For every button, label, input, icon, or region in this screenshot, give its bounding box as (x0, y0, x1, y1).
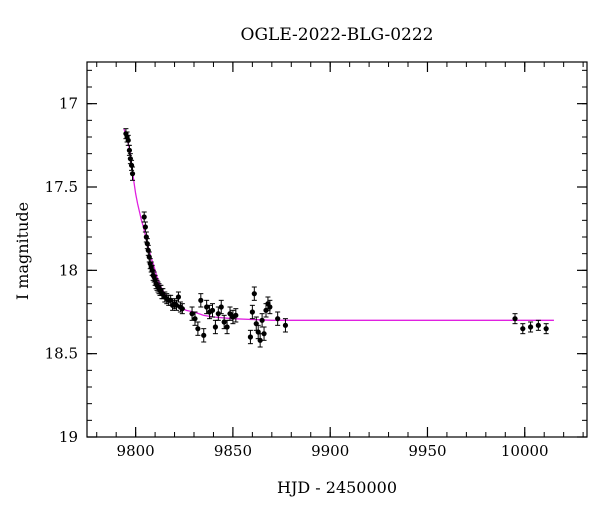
data-point (247, 329, 254, 345)
data-points-layer (123, 128, 549, 348)
data-point (543, 323, 549, 335)
data-point (218, 299, 224, 315)
point-marker (125, 137, 131, 143)
point-marker (520, 326, 526, 332)
point-marker (141, 214, 147, 220)
data-point (282, 318, 289, 333)
data-point (251, 286, 257, 301)
point-marker (126, 147, 133, 153)
minor-ticks (87, 62, 587, 438)
x-tick-label: 10000 (501, 442, 549, 460)
point-marker (212, 324, 219, 330)
y-tick-label: 18.5 (45, 345, 78, 363)
x-axis-label: HJD - 2450000 (277, 478, 397, 497)
point-marker (259, 317, 265, 323)
data-point (512, 313, 518, 325)
point-marker (261, 331, 267, 337)
point-marker (535, 322, 541, 328)
data-point (144, 238, 150, 250)
y-axis-label: I magnitude (13, 202, 32, 300)
x-tick-labels: 9800 9850 9900 9950 10000 (117, 442, 549, 460)
data-point (249, 304, 255, 320)
y-tick-label: 18 (59, 261, 78, 279)
point-marker (142, 224, 148, 230)
point-marker (175, 294, 182, 300)
point-marker (543, 326, 549, 332)
data-point (212, 319, 219, 335)
data-point (209, 303, 216, 318)
data-point (198, 293, 204, 308)
data-point (175, 291, 182, 303)
x-tick-label: 9850 (214, 442, 252, 460)
model-curve-line (123, 128, 554, 321)
point-marker (233, 312, 239, 318)
point-marker (192, 316, 198, 322)
point-marker (267, 304, 273, 310)
data-point (179, 303, 185, 315)
model-curve-layer (123, 128, 554, 321)
data-point (267, 299, 273, 315)
point-marker (195, 326, 201, 332)
data-point (201, 328, 207, 343)
plot-frame (86, 61, 588, 438)
point-marker (247, 334, 254, 340)
point-marker (215, 311, 221, 317)
point-marker (249, 309, 255, 315)
data-point (129, 166, 136, 181)
data-point (257, 333, 263, 348)
point-marker (512, 316, 518, 322)
data-point (233, 308, 239, 323)
point-marker (129, 171, 136, 177)
data-point (520, 323, 526, 335)
data-point (195, 321, 201, 336)
x-tick-label: 9950 (408, 442, 446, 460)
point-marker (251, 291, 257, 297)
data-point (142, 221, 148, 233)
point-marker (275, 316, 281, 322)
point-marker (173, 302, 180, 308)
data-point (224, 319, 230, 335)
y-tick-label: 17 (59, 95, 78, 113)
point-marker (282, 322, 289, 328)
data-point (261, 326, 267, 341)
data-point (141, 211, 147, 223)
data-point (535, 319, 541, 331)
chart-title: OGLE-2022-BLG-0222 (241, 25, 434, 45)
point-marker (201, 332, 207, 338)
data-point (275, 311, 281, 326)
data-point (192, 311, 198, 326)
point-marker (527, 324, 534, 330)
point-marker (209, 307, 216, 313)
major-ticks (87, 62, 587, 438)
y-tick-labels: 17 17.5 18 18.5 19 (45, 95, 78, 446)
data-point (128, 159, 135, 171)
point-marker (257, 337, 263, 343)
y-tick-label: 17.5 (45, 178, 78, 196)
x-tick-label: 9800 (117, 442, 155, 460)
point-marker (179, 306, 185, 312)
point-marker (218, 304, 224, 310)
point-marker (198, 297, 204, 303)
x-tick-label: 9900 (311, 442, 349, 460)
point-marker (224, 324, 230, 330)
data-point (527, 321, 534, 333)
data-point (146, 251, 152, 263)
y-tick-label: 19 (59, 428, 78, 446)
